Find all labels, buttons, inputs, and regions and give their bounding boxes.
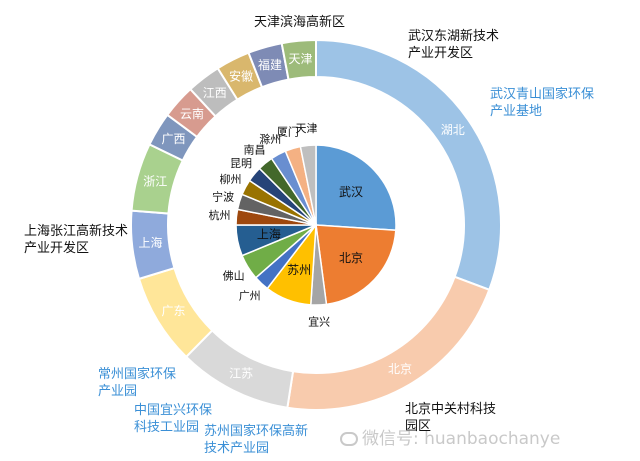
inner-slice-label-9: 柳州 [219, 172, 241, 186]
outer-slice-label-0: 湖北 [441, 122, 465, 137]
outer-slice-label-4: 上海 [138, 235, 162, 250]
outer-slice-label-5: 浙江 [143, 174, 167, 188]
inner-pie [235, 144, 397, 306]
inner-slice-label-8: 宁波 [212, 189, 234, 203]
outer-slice-label-6: 广西 [162, 132, 186, 146]
inner-slice-0 [315, 144, 397, 232]
outer-slice-label-8: 江西 [203, 86, 227, 100]
outer-slice-label-7: 云南 [180, 106, 204, 121]
annotation-wuhan-donghu: 武汉东湖新技术产业开发区 [408, 29, 500, 61]
inner-slice-label-11: 南昌 [243, 144, 265, 157]
inner-slice-label-2: 宜兴 [308, 314, 330, 328]
annotation-tianjin-binhai: 天津滨海高新区 [254, 15, 346, 30]
annotation-beijing-zhongguancun: 北京中关村科技园区 [405, 402, 497, 434]
outer-slice-label-3: 广东 [162, 304, 186, 318]
annotation-shanghai-zhangjiang: 上海张江高新技术产业开发区 [24, 224, 129, 256]
inner-slice-label-6: 上海 [257, 226, 281, 241]
inner-slice-label-12: 滁州 [259, 132, 281, 146]
inner-slice-label-14: 天津 [295, 122, 317, 135]
wechat-watermark: 微信号: huanbaochanye [340, 424, 560, 449]
annotation-changzhou: 常州国家环保产业园 [98, 367, 177, 399]
outer-ring [130, 38, 502, 411]
outer-slice-label-2: 江苏 [229, 367, 253, 381]
inner-slice-14 [299, 144, 317, 226]
annotation-suzhou: 苏州国家环保高新技术产业园 [204, 424, 309, 456]
inner-slice-1 [315, 224, 397, 306]
inner-slice-label-3: 苏州 [287, 263, 311, 277]
inner-slice-label-7: 杭州 [208, 208, 230, 222]
watermark-text: 微信号: huanbaochanye [362, 429, 561, 449]
annotation-wuhan-qingshan: 武汉青山国家环保产业基地 [490, 87, 595, 119]
wechat-icon [340, 432, 358, 446]
inner-slice-label-13: 厦门 [277, 125, 299, 139]
outer-slice-label-10: 福建 [258, 57, 282, 72]
inner-slice-label-0: 武汉 [339, 185, 363, 199]
outer-slice-label-1: 北京 [388, 362, 412, 376]
outer-slice-label-9: 安徽 [229, 68, 253, 83]
outer-slice-label-11: 天津 [288, 52, 312, 66]
inner-slice-label-5: 佛山 [223, 270, 245, 283]
inner-slice-label-1: 北京 [339, 251, 363, 265]
inner-slice-label-4: 广州 [239, 289, 261, 302]
outer-slice-11 [280, 38, 317, 81]
inner-slice-label-10: 昆明 [230, 157, 252, 170]
annotation-yixing: 中国宜兴环保科技工业园 [134, 403, 213, 435]
